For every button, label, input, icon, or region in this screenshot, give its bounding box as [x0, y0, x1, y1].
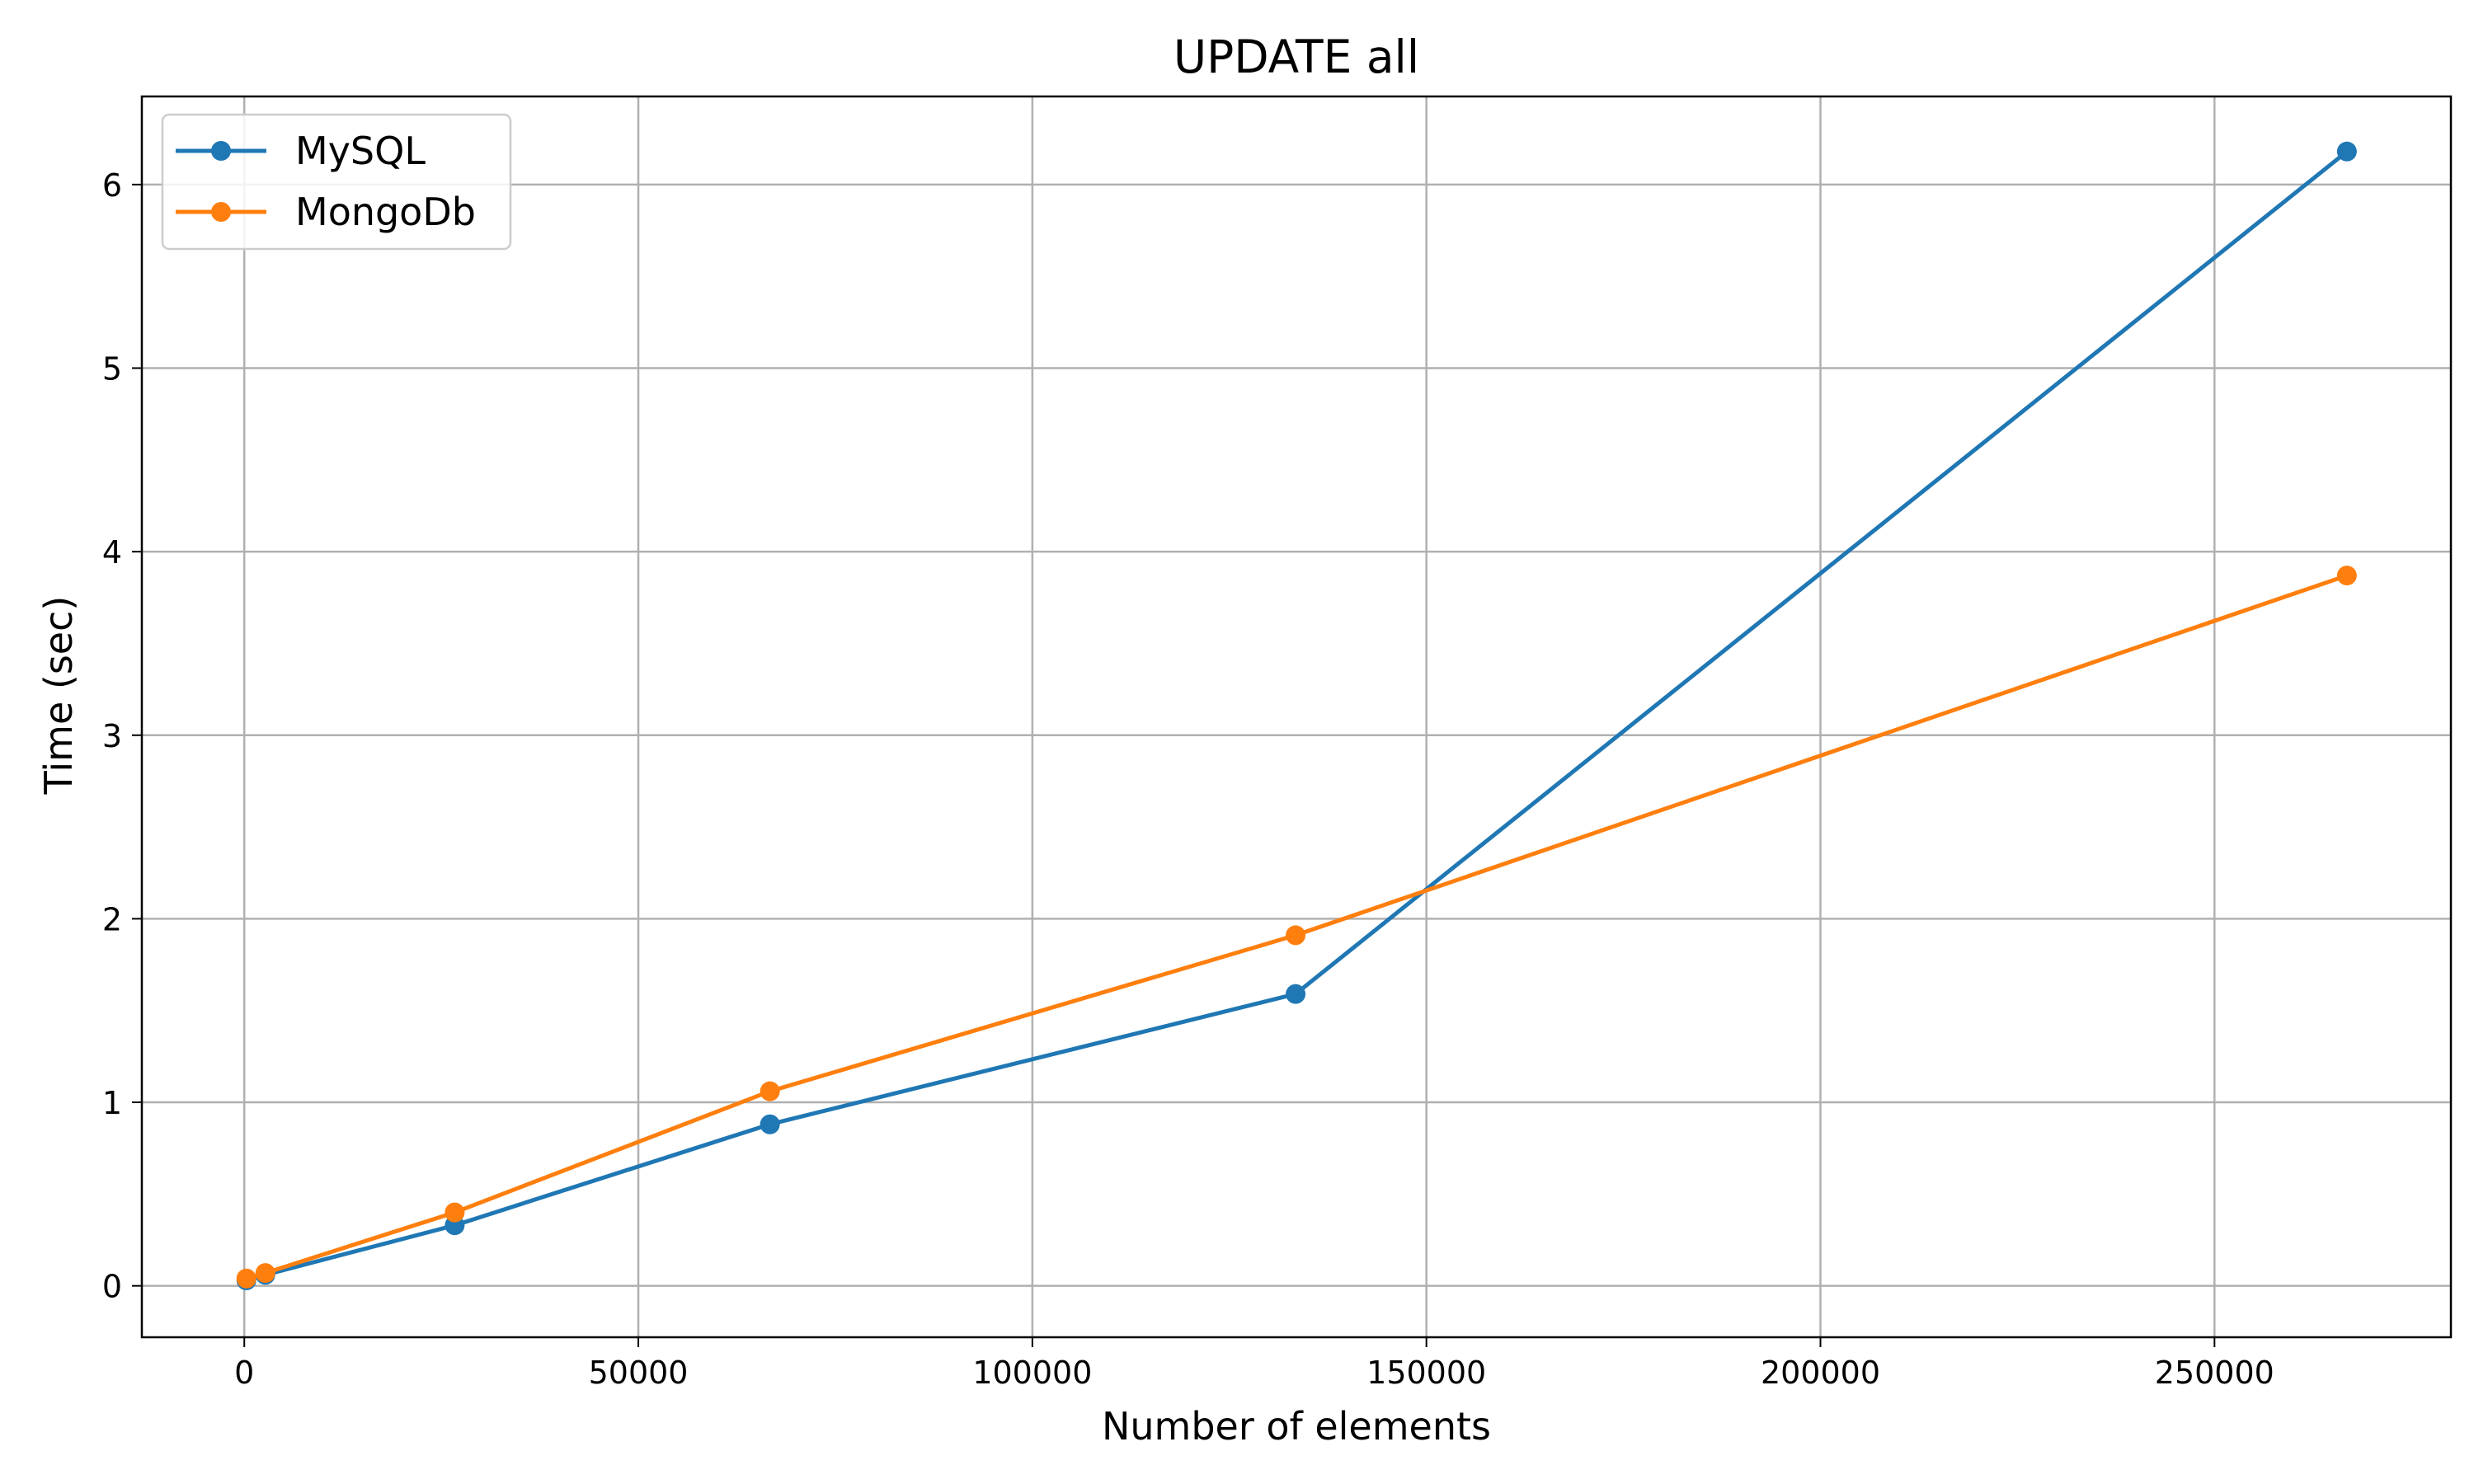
- x-tick-label: 250000: [2155, 1355, 2274, 1391]
- y-tick-label: 6: [102, 167, 122, 204]
- series-layer: [236, 141, 2357, 1290]
- data-point-mysql: [760, 1114, 780, 1134]
- data-point-mongodb: [760, 1081, 780, 1101]
- x-tick-label: 150000: [1366, 1355, 1486, 1391]
- plot-frame: [140, 95, 2453, 1339]
- x-tick-label: 50000: [589, 1355, 689, 1391]
- legend-item-mysql: MySQL: [176, 129, 426, 173]
- x-tick-label: 200000: [1761, 1355, 1880, 1391]
- y-tick-label: 0: [102, 1269, 122, 1305]
- y-axis-label: Time (sec): [36, 596, 81, 796]
- series-mongodb: [236, 566, 2357, 1289]
- y-tick-label: 3: [102, 718, 122, 754]
- y-tick-label: 5: [102, 350, 122, 387]
- y-tick-label: 4: [102, 534, 122, 571]
- x-axis-label: Number of elements: [1102, 1404, 1491, 1449]
- x-tick-label: 100000: [972, 1355, 1092, 1391]
- data-point-mongodb: [2336, 566, 2357, 586]
- legend-box: [161, 113, 512, 251]
- legend: MySQL MongoDb: [161, 113, 512, 251]
- data-point-mongodb: [236, 1268, 256, 1289]
- x-tick-label: 0: [234, 1355, 254, 1391]
- chart-title: UPDATE all: [1174, 31, 1419, 83]
- ticks: 0 50000 100000 150000 200000 250000 0 1 2 3 4 5 6: [102, 167, 2274, 1391]
- y-tick-label: 2: [102, 901, 122, 937]
- legend-label: MongoDb: [295, 190, 476, 234]
- data-point-mongodb: [255, 1263, 275, 1284]
- legend-swatch-marker: [211, 202, 231, 222]
- data-point-mongodb: [1286, 925, 1306, 946]
- legend-label: MySQL: [295, 129, 426, 173]
- grid: [142, 96, 2451, 1337]
- data-point-mongodb: [444, 1202, 465, 1223]
- data-point-mysql: [1286, 984, 1306, 1004]
- y-tick-label: 1: [102, 1085, 122, 1121]
- data-point-mysql: [2336, 141, 2357, 162]
- legend-swatch-marker: [211, 141, 231, 161]
- legend-item-mongodb: MongoDb: [176, 190, 476, 234]
